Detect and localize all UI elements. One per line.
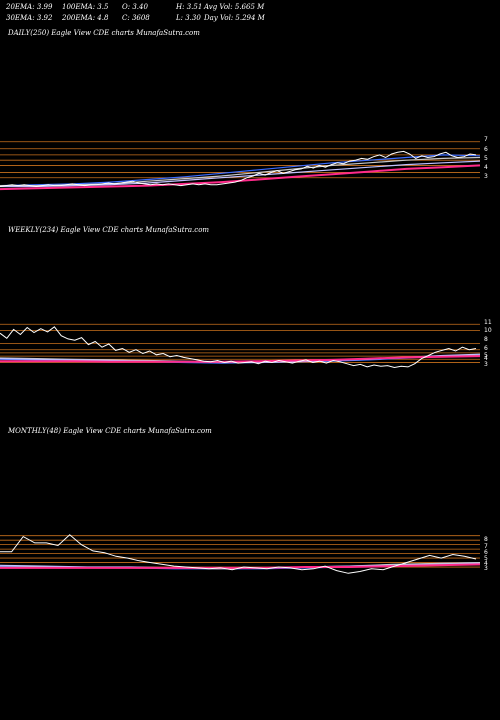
ema_slow-line — [0, 355, 481, 363]
y-tick-label: 3 — [484, 173, 488, 180]
y-tick-label: 5 — [484, 352, 488, 359]
weekly-panel-title: WEEKLY(234) Eagle View CDE charts Munafa… — [8, 226, 210, 234]
price-line — [0, 534, 477, 574]
ema_fast-line — [0, 154, 481, 187]
y-tick-label: 5 — [484, 555, 488, 562]
monthly-panel-title: MONTHLY(48) Eagle View CDE charts Munafa… — [8, 427, 212, 435]
open-label: O: 3.40 — [122, 3, 148, 11]
y-tick-label: 3 — [484, 565, 488, 572]
y-tick-label: 6 — [484, 146, 488, 153]
avg-vol-label: Avg Vol: 5.665 M — [204, 3, 265, 11]
high-label: H: 3.51 — [176, 3, 203, 11]
y-tick-label: 3 — [484, 361, 488, 368]
ema100-label: 100EMA: 3.5 — [62, 3, 109, 11]
y-tick-label: 7 — [484, 136, 488, 143]
y-tick-label: 8 — [484, 336, 488, 343]
y-tick-label: 4 — [484, 164, 488, 171]
price-line — [0, 150, 477, 188]
y-tick-label: 8 — [484, 536, 488, 543]
y-tick-label: 11 — [484, 319, 492, 326]
y-tick-label: 6 — [484, 345, 488, 352]
y-tick-label: 10 — [484, 327, 492, 334]
y-tick-label: 6 — [484, 549, 488, 556]
day-vol-label: Day Vol: 5.294 M — [204, 14, 265, 22]
y-tick-label: 4 — [484, 560, 488, 567]
price-line — [0, 326, 477, 369]
ema200-label: 200EMA: 4.8 — [62, 14, 109, 22]
ema20-label: 20EMA: 3.99 — [6, 3, 53, 11]
y-tick-label: 7 — [484, 543, 488, 550]
ema30-label: 30EMA: 3.92 — [6, 14, 53, 22]
y-tick-label: 5 — [484, 155, 488, 162]
y-tick-label: 4 — [484, 355, 488, 362]
close-label: C: 3608 — [122, 14, 150, 22]
low-label: L: 3.30 — [176, 14, 201, 22]
daily-panel-title: DAILY(250) Eagle View CDE charts MunafaS… — [8, 29, 200, 37]
